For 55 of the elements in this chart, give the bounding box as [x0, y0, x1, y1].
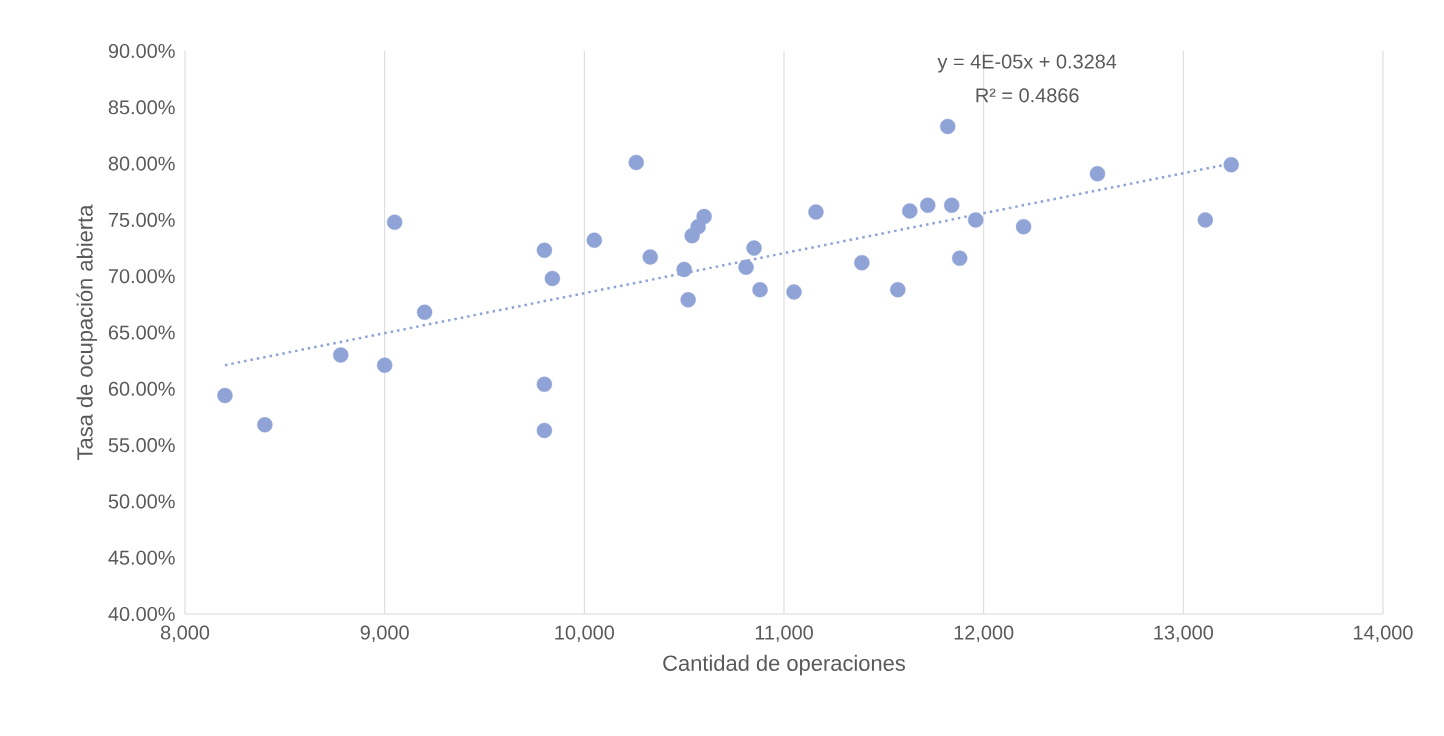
point	[808, 204, 824, 220]
point	[586, 232, 603, 248]
point	[1223, 157, 1239, 173]
point	[854, 254, 870, 271]
point	[536, 422, 553, 439]
point	[257, 417, 273, 433]
y-tick-label: 50.00%	[108, 494, 175, 509]
annotation: y = 4E-05x + 0.3284	[937, 54, 1117, 73]
x-tick-label: 8,000	[160, 625, 210, 642]
y-tick-label: 90.00%	[108, 43, 175, 59]
point	[920, 197, 936, 213]
point	[416, 304, 433, 320]
annotation: R² = 0.4866	[976, 88, 1079, 103]
point	[333, 347, 349, 363]
y-tick-label: 40.00%	[108, 606, 175, 622]
x-tick-label: 11,000	[755, 625, 813, 642]
x-tick-label: 12,000	[954, 625, 1014, 642]
point	[940, 118, 956, 135]
y-axis-title: Tasa de ocupación abierta	[76, 204, 98, 460]
point	[786, 284, 802, 300]
x-tick-label: 10,000	[555, 625, 615, 642]
point	[1015, 218, 1032, 235]
y-tick-label: 70.00%	[108, 269, 175, 284]
x-tick-label: 14,000	[1354, 625, 1413, 642]
point	[902, 203, 918, 219]
point	[536, 242, 553, 258]
y-tick-label: 55.00%	[108, 438, 175, 453]
point	[752, 282, 768, 298]
x-axis-title: Cantidad de operaciones	[663, 654, 905, 676]
point	[1197, 212, 1213, 228]
point	[952, 250, 968, 266]
point	[676, 261, 692, 278]
point	[217, 387, 233, 404]
y-tick-label: 45.00%	[108, 550, 175, 565]
point	[628, 154, 644, 171]
point	[890, 282, 906, 298]
point	[376, 357, 393, 373]
y-tick-label: 85.00%	[108, 100, 175, 115]
point	[696, 208, 712, 225]
point	[680, 292, 696, 308]
point	[642, 249, 658, 265]
point	[746, 240, 762, 256]
point	[967, 212, 984, 228]
x-tick-label: 13,000	[1154, 625, 1213, 642]
point	[386, 214, 403, 230]
y-tick-label: 65.00%	[108, 325, 175, 340]
x-tick-label: 9,000	[360, 625, 409, 642]
point	[944, 197, 960, 213]
y-tick-label: 75.00%	[108, 212, 175, 227]
point	[544, 270, 561, 287]
y-tick-label: 80.00%	[108, 156, 175, 171]
point	[1089, 166, 1106, 182]
y-tick-label: 60.00%	[108, 381, 175, 396]
point	[738, 259, 754, 275]
point	[536, 376, 553, 392]
